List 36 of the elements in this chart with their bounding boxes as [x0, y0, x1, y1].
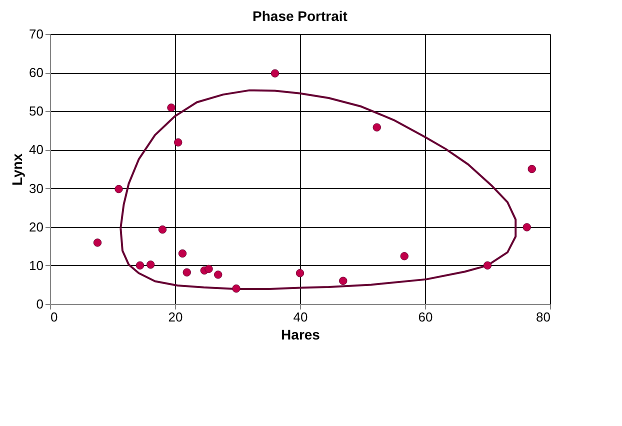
- point: [522, 223, 531, 232]
- point: [204, 264, 213, 274]
- point: [136, 261, 144, 270]
- point: [167, 104, 176, 112]
- y-axis-title: Lynx: [9, 153, 26, 186]
- x-tick-label: 60: [418, 310, 433, 324]
- point: [158, 225, 167, 234]
- y-tick-label: 40: [29, 142, 44, 158]
- x-tick-label: 0: [50, 310, 58, 324]
- point: [232, 284, 240, 293]
- point: [528, 164, 536, 174]
- point: [146, 260, 155, 269]
- point: [296, 269, 304, 278]
- x-tick-label: 40: [293, 310, 308, 324]
- point: [182, 268, 191, 276]
- point: [174, 138, 182, 146]
- point: [178, 249, 187, 258]
- point: [270, 69, 280, 78]
- point: [400, 252, 408, 260]
- y-tick-label: 50: [29, 104, 44, 119]
- point: [214, 270, 222, 279]
- point: [483, 261, 492, 270]
- y-tick-label: 20: [29, 219, 44, 234]
- chart-title: Phase Portrait: [252, 8, 348, 24]
- point: [93, 238, 102, 247]
- point: [372, 123, 381, 132]
- x-tick-label: 20: [168, 310, 183, 324]
- point: [114, 184, 123, 194]
- point: [339, 276, 348, 285]
- x-axis-title: Hares: [281, 326, 320, 342]
- y-tick-label: 30: [29, 180, 44, 196]
- y-tick-label: 0: [36, 296, 44, 312]
- y-tick-label: 60: [29, 65, 44, 80]
- x-tick-label: 80: [536, 310, 550, 324]
- y-tick-label: 70: [29, 26, 44, 42]
- y-tick-label: 10: [29, 258, 44, 273]
